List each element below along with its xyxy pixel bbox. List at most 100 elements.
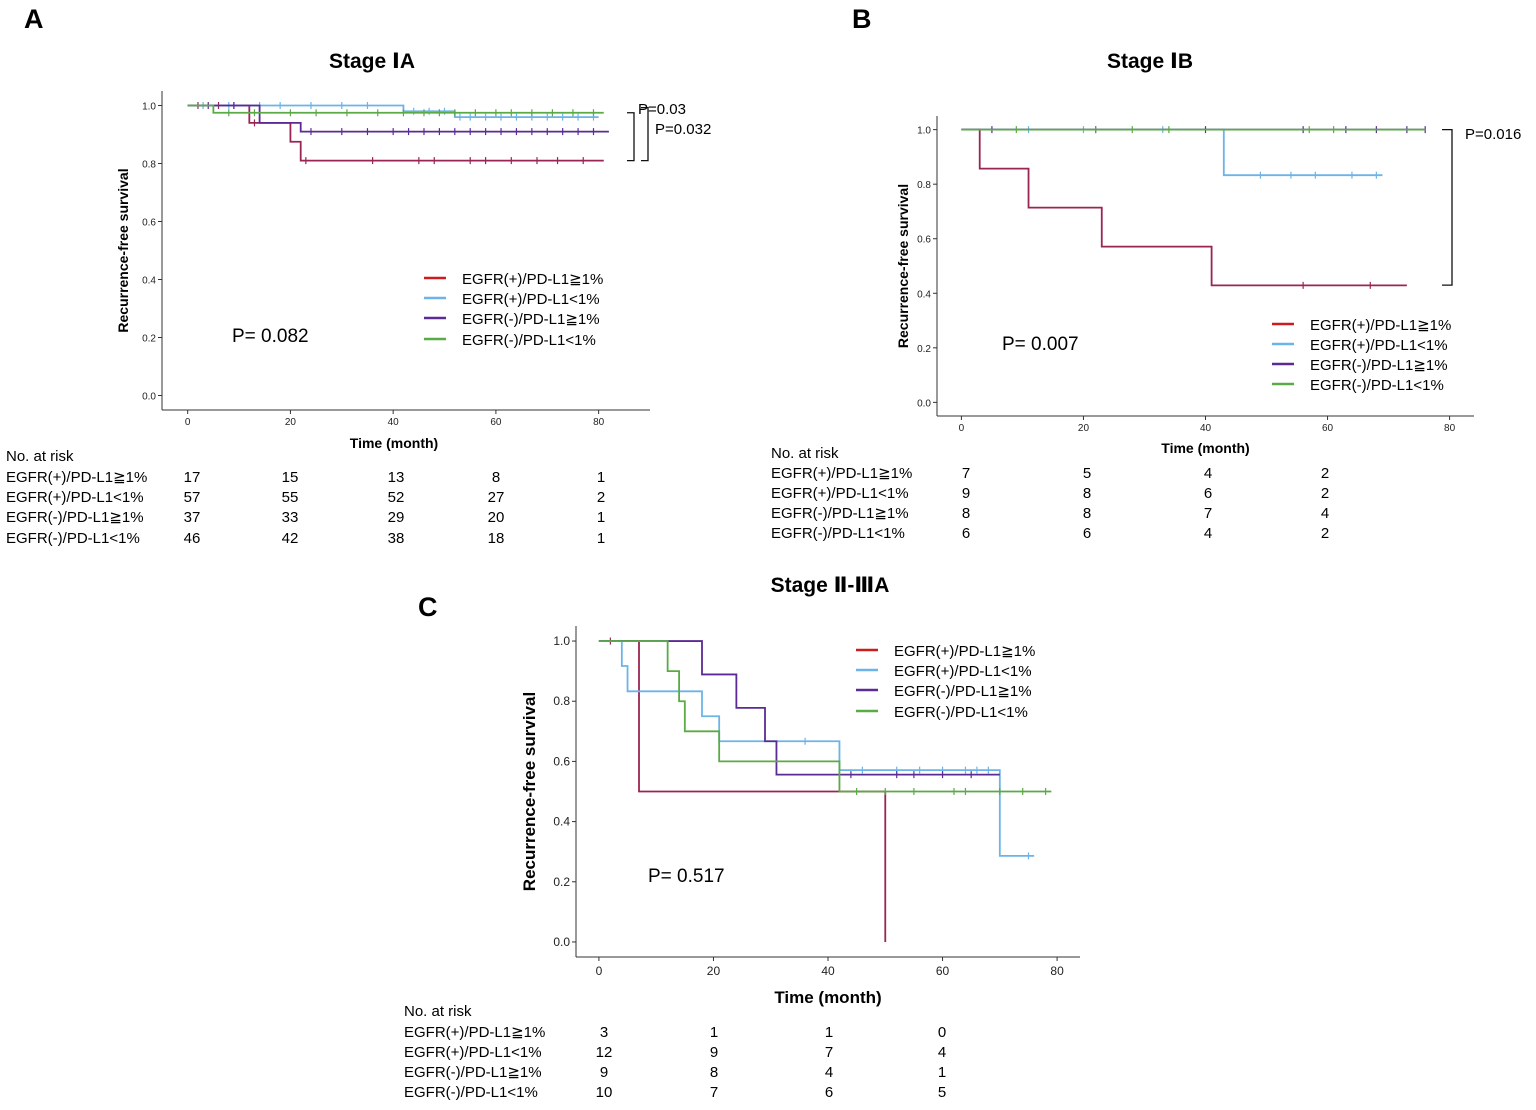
risk-cell: 20 (488, 509, 505, 526)
risk-row-label: EGFR(-)/PD-L1<1% (771, 525, 905, 542)
panel-c-legend: EGFR(+)/PD-L1≧1% EGFR(+)/PD-L1<1% EGFR(-… (856, 643, 1035, 721)
x-tick-label: 40 (821, 964, 835, 978)
risk-cell: 4 (938, 1044, 946, 1061)
risk-cell: 6 (1083, 525, 1091, 542)
risk-cell: 4 (1204, 465, 1212, 482)
pairwise-bracket-0 (1442, 128, 1453, 286)
risk-row-label: EGFR(+)/PD-L1≧1% (6, 469, 147, 486)
risk-cell: 17 (184, 469, 201, 486)
risk-cell: 1 (597, 469, 605, 486)
risk-cell: 46 (184, 530, 201, 547)
legend-a-label-3: EGFR(-)/PD-L1<1% (462, 332, 596, 349)
y-tick-label: 0.2 (553, 875, 570, 889)
risk-row-label: EGFR(+)/PD-L1≧1% (404, 1024, 545, 1041)
x-tick-label: 0 (596, 964, 603, 978)
x-tick-label: 0 (959, 423, 965, 434)
y-tick-label: 0.2 (917, 344, 931, 355)
risk-cell: 4 (825, 1064, 833, 1081)
panel-letter-a: A (24, 4, 44, 34)
risk-cell: 8 (962, 505, 970, 522)
risk-cell: 15 (282, 469, 299, 486)
x-axis-title: Time (month) (774, 988, 881, 1007)
risk-cell: 4 (1204, 525, 1212, 542)
y-axis-title: Recurrence-free survival (115, 168, 131, 332)
risk-cell: 13 (388, 469, 405, 486)
y-tick-label: 0.2 (142, 334, 156, 345)
risk-cell: 3 (600, 1024, 608, 1041)
panel-b-pairwise-label-0: P=0.016 (1465, 126, 1521, 143)
survival-curve-0 (187, 104, 604, 162)
risk-cell: 18 (488, 530, 505, 547)
x-axis-title: Time (month) (1161, 440, 1249, 456)
legend-a-label-1: EGFR(+)/PD-L1<1% (462, 291, 600, 308)
risk-cell: 7 (825, 1044, 833, 1061)
x-tick-label: 40 (1200, 423, 1212, 434)
legend-a-label-0: EGFR(+)/PD-L1≧1% (462, 271, 603, 288)
panel-a-p-value: P= 0.082 (232, 326, 309, 347)
panel-letter-c: C (418, 592, 438, 622)
risk-row-label: EGFR(-)/PD-L1<1% (6, 530, 140, 547)
panel-a-title: Stage ⅠA (329, 50, 415, 73)
x-tick-label: 80 (593, 417, 605, 428)
y-axis-title: Recurrence-free survival (895, 184, 911, 348)
risk-cell: 8 (710, 1064, 718, 1081)
y-tick-label: 1.0 (917, 126, 931, 137)
risk-cell: 1 (938, 1064, 946, 1081)
legend-b-label-2: EGFR(-)/PD-L1≧1% (1310, 357, 1448, 374)
panel-a-legend: EGFR(+)/PD-L1≧1% EGFR(+)/PD-L1<1% EGFR(-… (424, 271, 603, 349)
y-tick-label: 0.8 (553, 694, 570, 708)
risk-row-label: EGFR(-)/PD-L1≧1% (6, 509, 144, 526)
panel-c-p-value: P= 0.517 (648, 866, 725, 887)
legend-c-label-3: EGFR(-)/PD-L1<1% (894, 704, 1028, 721)
survival-curve-1 (598, 640, 1035, 857)
risk-cell: 2 (1321, 465, 1329, 482)
risk-cell: 52 (388, 489, 405, 506)
survival-curve-2 (187, 104, 609, 133)
panel-c-plot: 0 20 40 60 80 0.0 0.2 0.4 0.6 0.8 1.0 Time (month) R… (520, 626, 1080, 1007)
y-tick-label: 0.4 (142, 276, 156, 287)
x-tick-label: 80 (1444, 423, 1456, 434)
y-tick-label: 1.0 (142, 102, 156, 113)
x-axis-title: Time (month) (350, 435, 438, 451)
risk-cell: 55 (282, 489, 299, 506)
panel-c-risk-table: No. at risk EGFR(+)/PD-L1≧1% EGFR(+)/PD-… (404, 1003, 946, 1101)
y-tick-label: 0.8 (917, 180, 931, 191)
y-tick-label: 0.6 (553, 754, 570, 768)
risk-cell: 5 (938, 1084, 946, 1101)
panel-letter-b: B (852, 4, 872, 34)
risk-cell: 9 (710, 1044, 718, 1061)
survival-curve-3 (187, 104, 604, 114)
risk-cell: 7 (710, 1084, 718, 1101)
risk-cell: 2 (597, 489, 605, 506)
y-tick-label: 0.6 (917, 235, 931, 246)
panel-a-pairwise-label-1: P=0.032 (655, 121, 711, 138)
x-tick-label: 40 (388, 417, 400, 428)
legend-b-label-3: EGFR(-)/PD-L1<1% (1310, 377, 1444, 394)
x-tick-label: 60 (490, 417, 502, 428)
y-tick-label: 1.0 (553, 634, 570, 648)
legend-b-label-1: EGFR(+)/PD-L1<1% (1310, 337, 1448, 354)
risk-row-label: EGFR(+)/PD-L1≧1% (771, 465, 912, 482)
x-tick-label: 60 (1322, 423, 1334, 434)
x-tick-label: 20 (285, 417, 297, 428)
risk-cell: 57 (184, 489, 201, 506)
risk-cell: 29 (388, 509, 405, 526)
legend-c-label-2: EGFR(-)/PD-L1≧1% (894, 683, 1032, 700)
risk-cell: 7 (1204, 505, 1212, 522)
risk-cell: 2 (1321, 485, 1329, 502)
risk-cell: 9 (600, 1064, 608, 1081)
risk-cell: 42 (282, 530, 299, 547)
risk-cell: 9 (962, 485, 970, 502)
panel-b-plot: 0 20 40 60 80 0.0 0.2 0.4 0.6 0.8 1.0 Time (month) R… (895, 116, 1474, 456)
pairwise-bracket-0 (627, 112, 635, 162)
x-tick-label: 20 (1078, 423, 1090, 434)
risk-cell: 1 (597, 530, 605, 547)
risk-cell: 4 (1321, 505, 1329, 522)
risk-row-label: EGFR(+)/PD-L1<1% (6, 489, 144, 506)
legend-a-label-2: EGFR(-)/PD-L1≧1% (462, 311, 600, 328)
y-tick-label: 0.4 (553, 815, 570, 829)
risk-cell: 6 (962, 525, 970, 542)
panel-b-p-value: P= 0.007 (1002, 334, 1079, 355)
panel-a-pairwise-label-0: P=0.03 (638, 101, 686, 118)
